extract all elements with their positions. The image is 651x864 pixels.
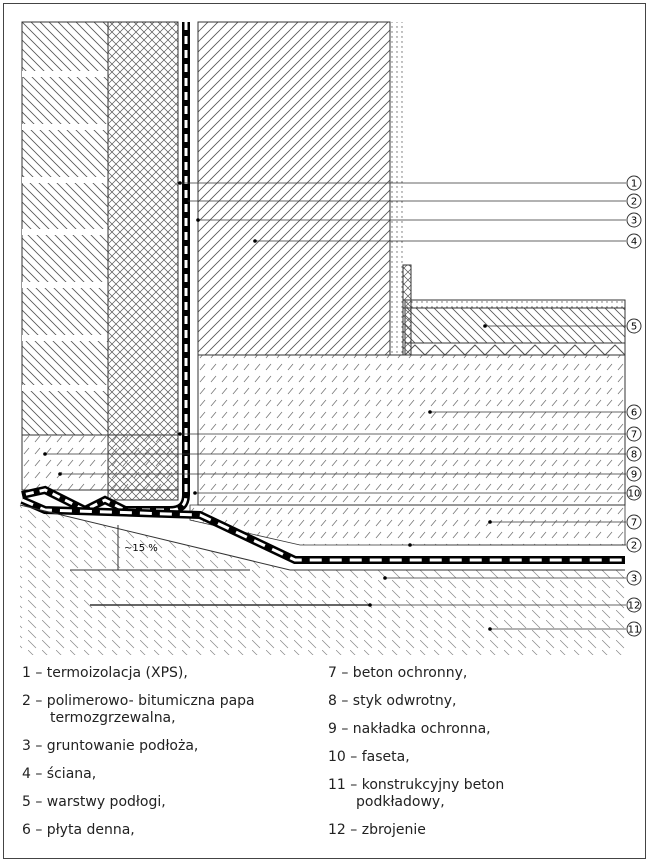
slope-label: ~15 % [124,543,158,554]
callout-number: 2 [631,197,637,208]
leader-dot [43,452,47,456]
leader-dot [483,324,487,328]
callout-number: 2 [631,541,637,552]
legend-item: 1 – termoizolacja (XPS), [22,665,272,682]
callout-number: 5 [631,322,637,333]
leader-dot [253,239,257,243]
leader-dot [368,603,372,607]
legend-left: 1 – termoizolacja (XPS), 2 – polimerowo- … [22,665,272,850]
callout-number: 9 [631,470,637,481]
callout-number: 4 [631,237,637,248]
callout-number: 1 [631,179,637,190]
leader-dot [58,472,62,476]
leader-dot [196,218,200,222]
callout-number: 3 [631,216,637,227]
leader-dot [408,543,412,547]
callout-number: 7 [631,430,637,441]
callout-number: 8 [631,450,637,461]
callout-number: 11 [628,625,641,636]
callout-number: 10 [628,489,641,500]
callout-number: 12 [628,601,641,612]
callout-number: 7 [631,518,637,529]
legend-item: 6 – płyta denna, [22,822,272,839]
legend-item: 4 – ściana, [22,766,272,783]
leader-dot [488,520,492,524]
legend-item: 8 – styk odwrotny, [328,693,558,710]
leader-dot [488,627,492,631]
legend-item: 2 – polimerowo- bitumiczna papa termozgr… [22,693,272,727]
leader-dot [383,576,387,580]
legend-item: 9 – nakładka ochronna, [328,721,558,738]
leader-dot [428,410,432,414]
callout-number: 6 [631,408,637,419]
leader-dot [193,491,197,495]
legend-right: 7 – beton ochronny, 8 – styk odwrotny, 9 –… [328,665,558,850]
leader-dot [178,181,182,185]
leader-dot [184,199,188,203]
legend-item: 7 – beton ochronny, [328,665,558,682]
legend-item: 12 – zbrojenie [328,822,558,839]
legend-item: 5 – warstwy podłogi, [22,794,272,811]
leader-dot [178,432,182,436]
legend-item: 11 – konstrukcyjny beton podkładowy, [328,777,558,811]
callout-number: 3 [631,574,637,585]
legend-item: 10 – faseta, [328,749,558,766]
legend-item: 3 – gruntowanie podłoża, [22,738,272,755]
